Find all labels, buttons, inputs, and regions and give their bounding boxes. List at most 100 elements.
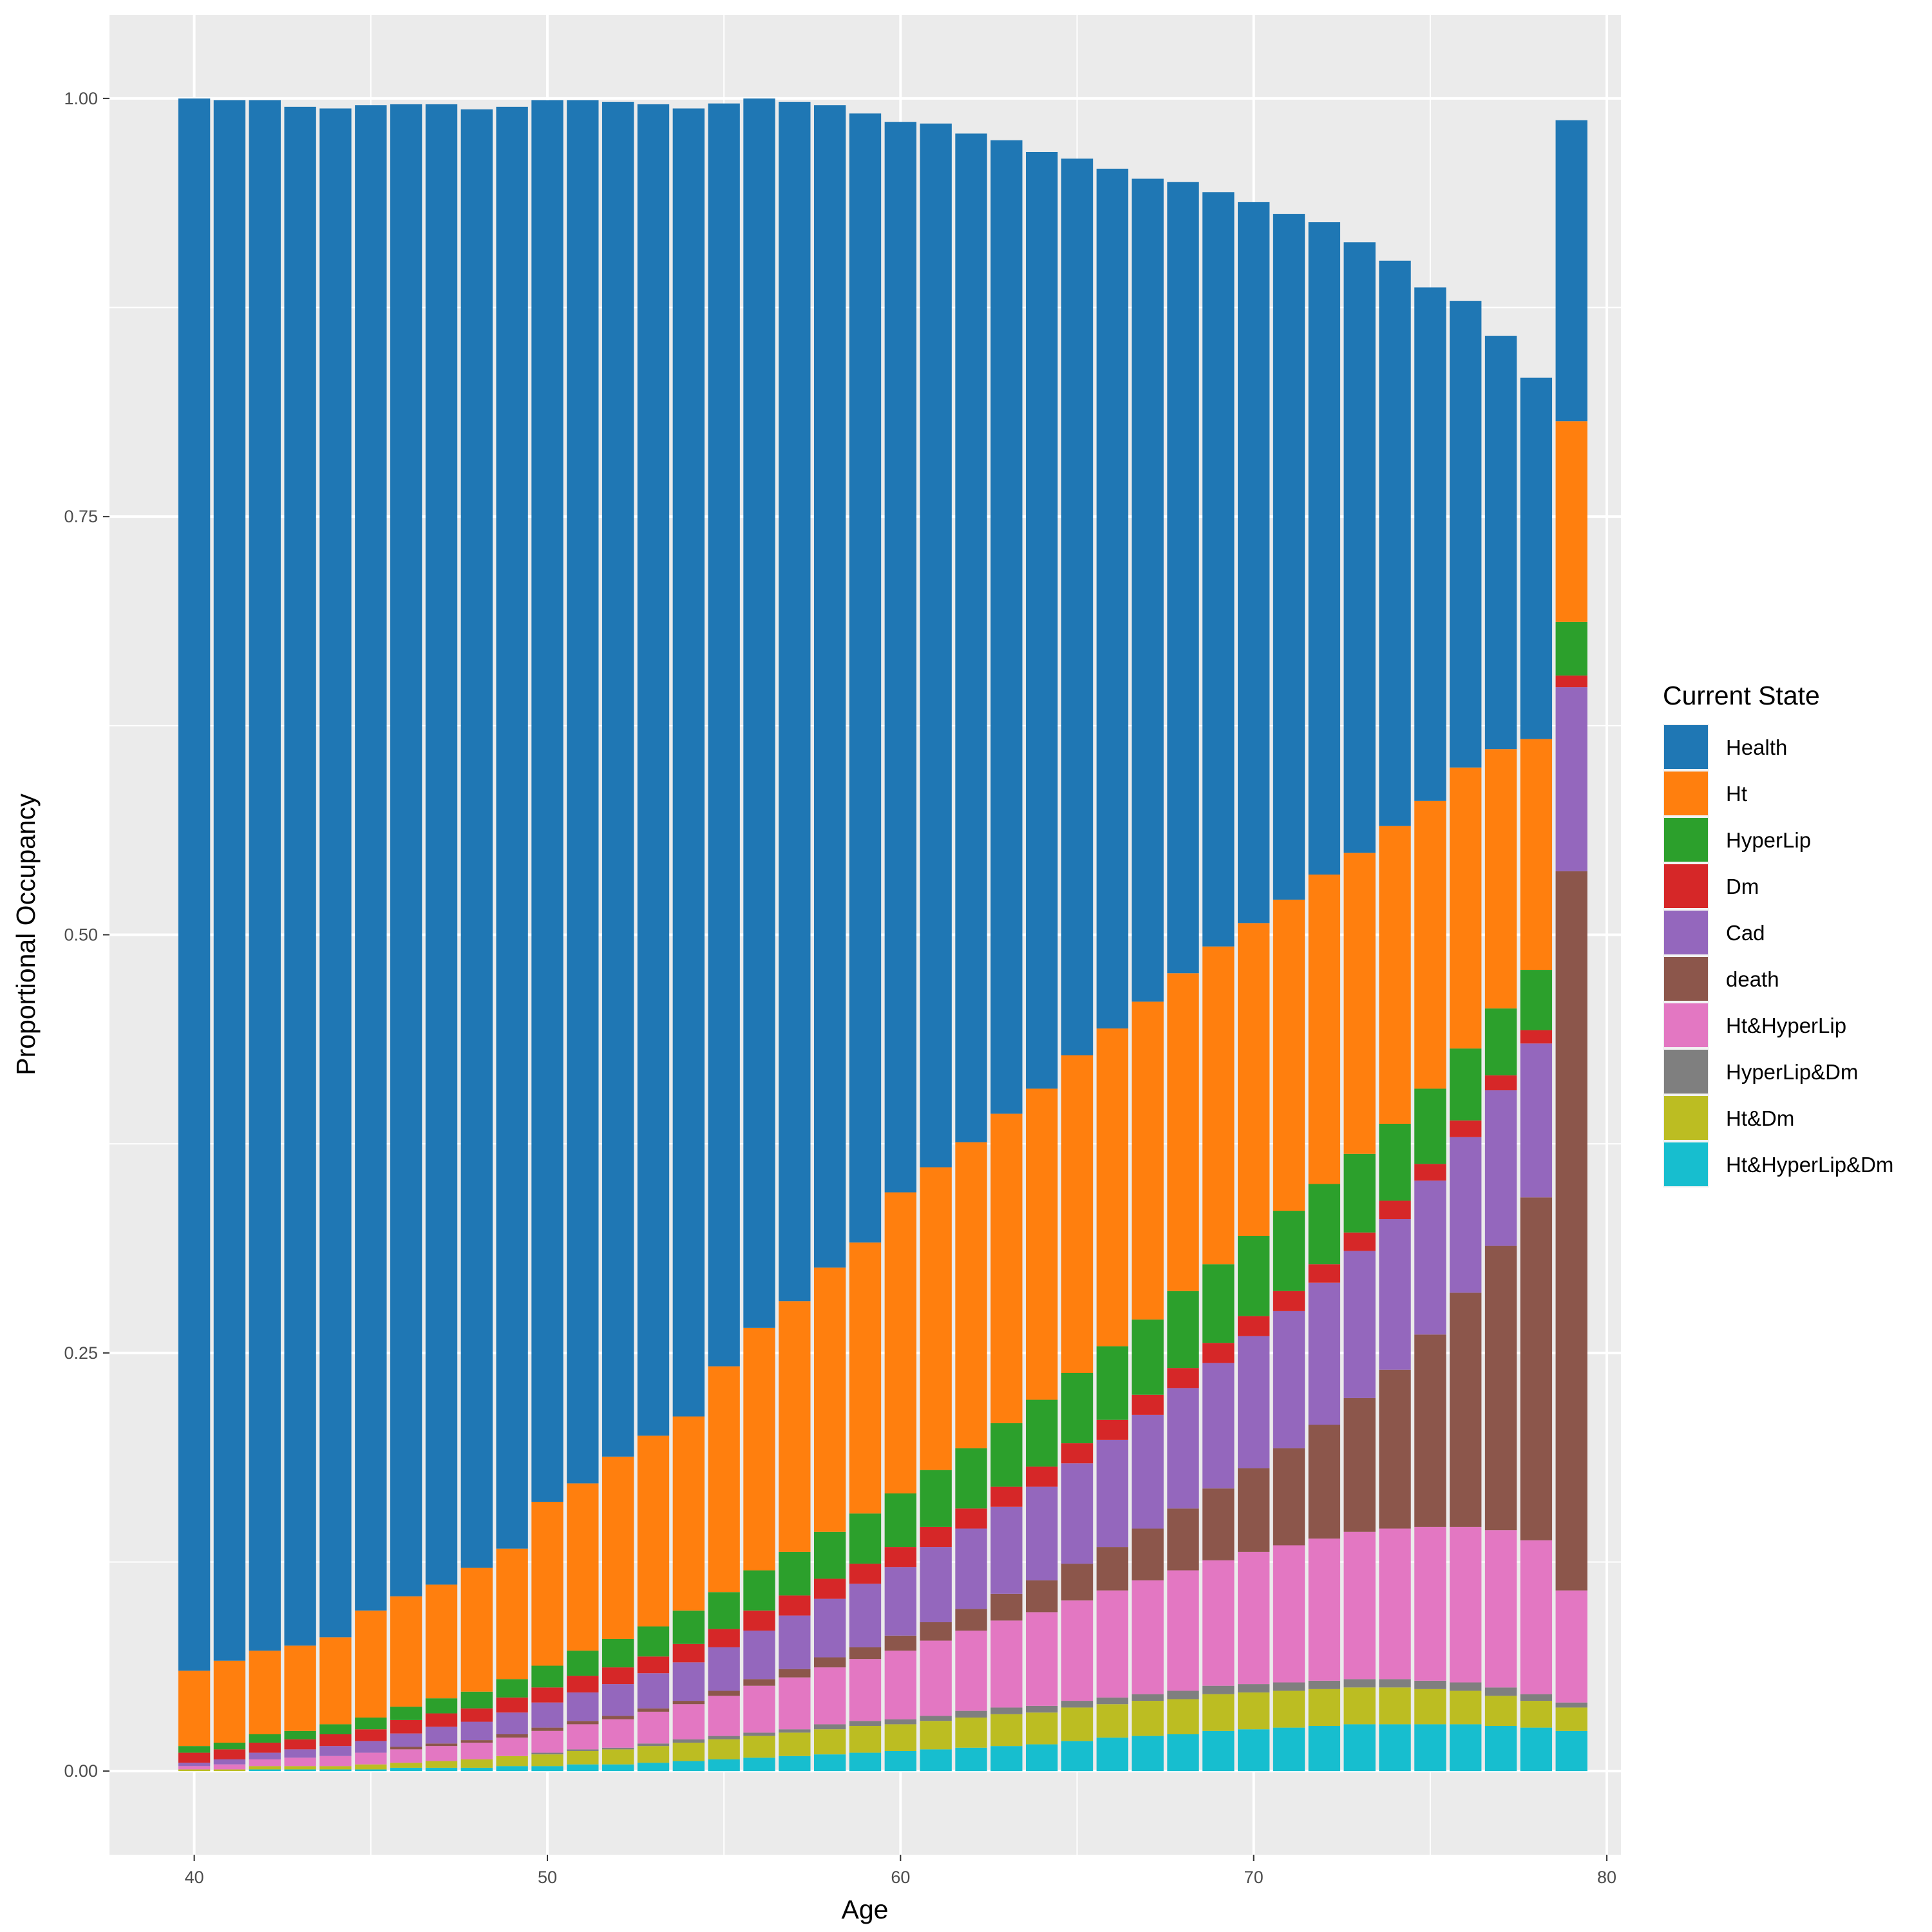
bar-segment	[425, 1767, 458, 1772]
bar-segment	[672, 1643, 705, 1663]
bar-segment	[1343, 1153, 1376, 1233]
bar-segment	[390, 104, 422, 1596]
bar-segment	[213, 1660, 246, 1743]
bar-segment	[849, 1584, 882, 1647]
bar-segment	[779, 1732, 811, 1756]
bar-segment	[460, 1742, 493, 1759]
bar-segment	[390, 1719, 422, 1734]
bar-segment	[496, 1766, 528, 1772]
bar-segment	[1167, 182, 1199, 974]
bar-segment	[637, 1743, 670, 1747]
bar-segment	[1202, 1694, 1235, 1731]
bar-segment	[1343, 1687, 1376, 1725]
bar-segment	[813, 1729, 846, 1755]
bar-segment	[672, 1739, 705, 1743]
bar-segment	[1308, 1680, 1341, 1689]
bar-segment	[1484, 1008, 1517, 1075]
bar-segment	[1520, 970, 1553, 1030]
bar-segment	[1414, 800, 1446, 1089]
legend-swatch	[1664, 911, 1708, 954]
bar-segment	[1132, 1694, 1164, 1701]
bar-segment	[425, 1727, 458, 1744]
bar-segment	[637, 1763, 670, 1772]
bar-segment	[1520, 1043, 1553, 1198]
bar-segment	[531, 1501, 564, 1666]
bar-segment	[1132, 1736, 1164, 1772]
bar-segment	[1273, 1291, 1305, 1311]
bar-segment	[637, 1711, 670, 1744]
bar-segment	[779, 1669, 811, 1678]
bar-segment	[390, 1767, 422, 1772]
bar-segment	[425, 1698, 458, 1714]
bar-segment	[496, 106, 528, 1549]
bar-segment	[1026, 1612, 1058, 1706]
bar-segment	[672, 108, 705, 1417]
bar-segment	[920, 1749, 952, 1772]
bar-segment	[1132, 1528, 1164, 1581]
bar-segment	[1520, 1197, 1553, 1540]
bar-segment	[990, 1593, 1023, 1621]
bar-segment	[1061, 1600, 1094, 1701]
bar-segment	[1450, 1682, 1482, 1691]
bar-segment	[1061, 1707, 1094, 1741]
bar-segment	[1026, 1466, 1058, 1487]
legend-label: Ht&HyperLip&Dm	[1726, 1153, 1893, 1177]
bar-segment	[1520, 1540, 1553, 1694]
bar-segment	[672, 1610, 705, 1644]
bar-segment	[1379, 260, 1411, 826]
bar-segment	[955, 1448, 987, 1509]
bar-segment	[1202, 192, 1235, 947]
bar-segment	[779, 102, 811, 1302]
bar-segment	[1379, 1679, 1411, 1688]
bar-segment	[390, 1763, 422, 1768]
bar-segment	[1450, 1690, 1482, 1725]
bar-segment	[460, 1708, 493, 1722]
bar-segment	[1450, 1526, 1482, 1683]
bars	[178, 98, 1587, 1772]
bar-segment	[460, 109, 493, 1568]
bar-segment	[531, 1727, 564, 1731]
bar-segment	[1026, 1705, 1058, 1713]
bar-segment	[920, 1526, 952, 1548]
bar-segment	[601, 1719, 634, 1748]
bar-segment	[1379, 1200, 1411, 1220]
bar-segment	[1555, 871, 1587, 1591]
bar-segment	[567, 1724, 599, 1750]
y-tick-label: 0.00	[64, 1761, 98, 1781]
bar-segment	[1555, 1730, 1587, 1772]
bar-segment	[460, 1759, 493, 1768]
bar-segment	[1026, 1744, 1058, 1772]
bar-segment	[1450, 1120, 1482, 1137]
bar-segment	[1308, 1264, 1341, 1283]
bar-segment	[1555, 675, 1587, 688]
bar-segment	[1273, 1727, 1305, 1772]
legend-label: Dm	[1726, 875, 1759, 898]
bar-segment	[355, 1741, 387, 1753]
bar-segment	[249, 1651, 281, 1734]
bar-segment	[990, 1113, 1023, 1423]
bar-segment	[601, 1764, 634, 1772]
bar-segment	[531, 1766, 564, 1772]
bar-segment	[637, 1708, 670, 1712]
bar-segment	[390, 1596, 422, 1707]
bar-segment	[1343, 1232, 1376, 1251]
bar-segment	[1343, 1397, 1376, 1532]
bar-segment	[1132, 178, 1164, 1002]
bar-segment	[743, 1570, 775, 1611]
legend-swatch	[1664, 1096, 1708, 1140]
bar-segment	[849, 1721, 882, 1727]
bar-segment	[1379, 1724, 1411, 1772]
bar-segment	[601, 1456, 634, 1639]
bar-segment	[567, 1676, 599, 1693]
bar-segment	[1273, 1211, 1305, 1291]
bar-segment	[672, 1416, 705, 1611]
bar-segment	[1132, 1001, 1164, 1320]
bar-segment	[1167, 1734, 1199, 1772]
bar-segment	[779, 1615, 811, 1669]
bar-segment	[743, 1757, 775, 1772]
bar-segment	[743, 1732, 775, 1736]
bar-segment	[1096, 1697, 1129, 1705]
bar-segment	[1132, 1701, 1164, 1736]
y-axis-title: Proportional Occupancy	[11, 793, 41, 1075]
bar-segment	[990, 1714, 1023, 1747]
